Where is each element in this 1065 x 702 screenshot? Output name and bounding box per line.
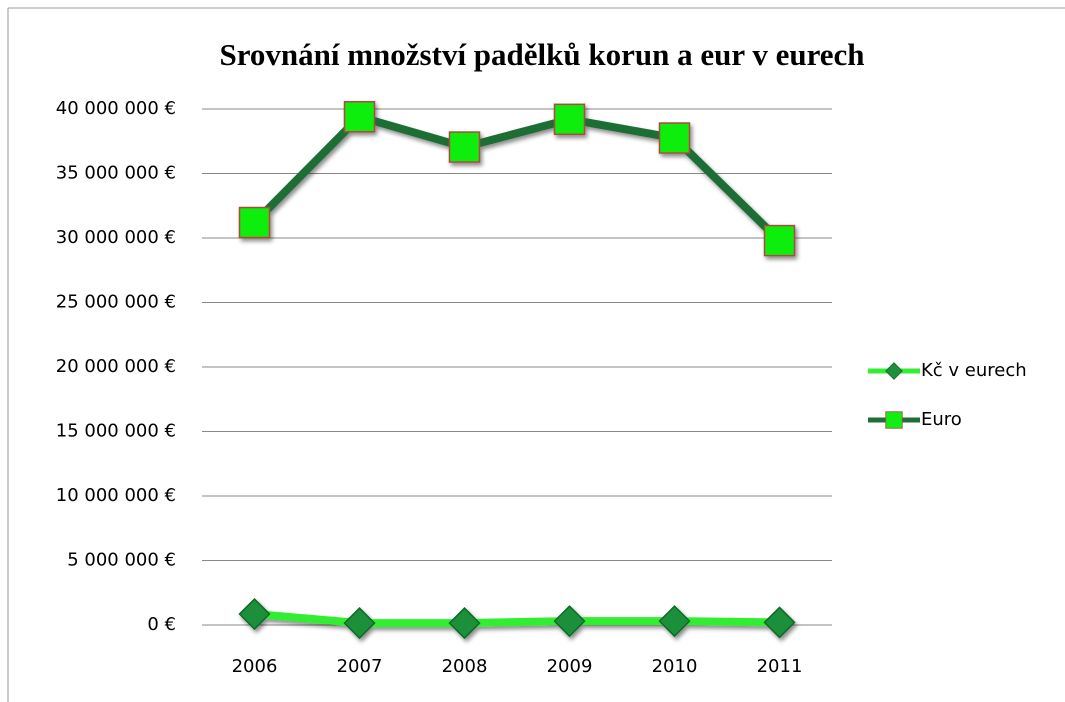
x-tick-label: 2008 [442,656,488,677]
legend-label: Kč v eurech [921,360,1027,381]
marker [448,607,481,640]
series-line [251,112,783,244]
x-tick-label: 2010 [652,656,698,677]
y-tick-label: 5 000 000 € [67,550,176,571]
marker [238,206,271,239]
series-line [254,610,780,628]
y-tick-label: 10 000 000 € [56,485,176,506]
x-tick-label: 2011 [757,656,803,677]
marker [763,224,796,257]
y-tick-label: 35 000 000 € [56,163,176,184]
y-tick-label: 15 000 000 € [56,421,176,442]
marker [448,131,481,163]
marker [658,122,691,154]
marker [553,103,586,136]
y-tick-label: 40 000 000 € [56,98,176,119]
y-tick-label: 25 000 000 € [56,292,176,313]
legend-label: Euro [921,409,962,430]
marker [343,100,376,133]
marker [238,597,271,631]
marker [763,606,796,639]
x-tick-label: 2006 [232,656,278,677]
series [238,597,796,640]
marker [658,605,691,638]
legend-marker [885,411,903,429]
y-tick-label: 0 € [147,614,176,635]
marker [343,607,376,640]
y-tick-label: 20 000 000 € [56,356,176,377]
chart-title: Srovnání množství padělků korun a eur v … [219,37,864,72]
marker [553,605,586,638]
y-tick-label: 30 000 000 € [56,227,176,248]
series [238,100,796,257]
legend-marker [885,362,903,380]
x-tick-label: 2009 [547,656,593,677]
x-tick-label: 2007 [337,656,383,677]
